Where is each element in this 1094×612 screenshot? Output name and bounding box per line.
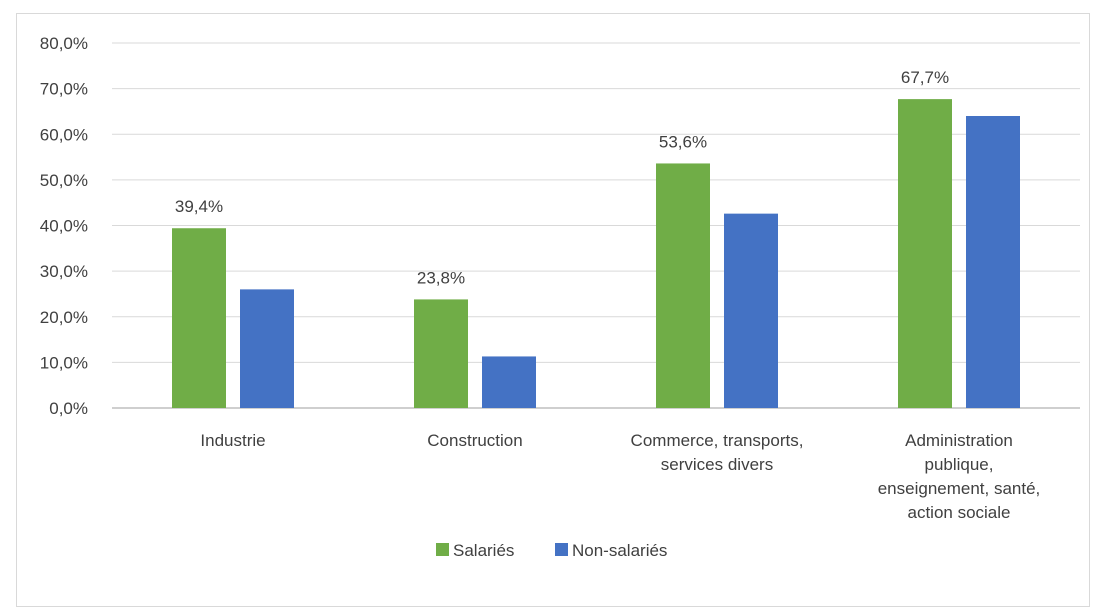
x-tick-label: Construction (427, 431, 522, 450)
legend-label: Non-salariés (572, 541, 667, 560)
y-tick-label: 40,0% (40, 217, 88, 236)
bar (898, 99, 952, 409)
y-tick-label: 70,0% (40, 80, 88, 99)
y-tick-label: 20,0% (40, 308, 88, 327)
y-tick-label: 0,0% (49, 399, 88, 418)
y-tick-label: 30,0% (40, 262, 88, 281)
bar (414, 299, 468, 408)
legend-label: Salariés (453, 541, 514, 560)
bar (240, 289, 294, 408)
x-tick-label: Administration (905, 431, 1013, 450)
y-tick-label: 80,0% (40, 34, 88, 53)
y-tick-label: 50,0% (40, 171, 88, 190)
x-tick-label: action sociale (907, 503, 1010, 522)
bar (482, 356, 536, 408)
x-tick-label: services divers (661, 455, 773, 474)
legend-swatch (555, 543, 568, 556)
bar (656, 163, 710, 408)
data-label: 23,8% (417, 268, 465, 287)
bar (172, 228, 226, 408)
x-tick-label: Commerce, transports, (631, 431, 804, 450)
data-label: 67,7% (901, 68, 949, 87)
legend-swatch (436, 543, 449, 556)
y-tick-label: 60,0% (40, 125, 88, 144)
data-label: 53,6% (659, 132, 707, 151)
bar (724, 213, 778, 408)
data-label: 39,4% (175, 197, 223, 216)
x-tick-label: enseignement, santé, (878, 479, 1041, 498)
x-tick-label: publique, (924, 455, 993, 474)
bar (966, 116, 1020, 408)
y-tick-label: 10,0% (40, 353, 88, 372)
x-tick-label: Industrie (200, 431, 265, 450)
